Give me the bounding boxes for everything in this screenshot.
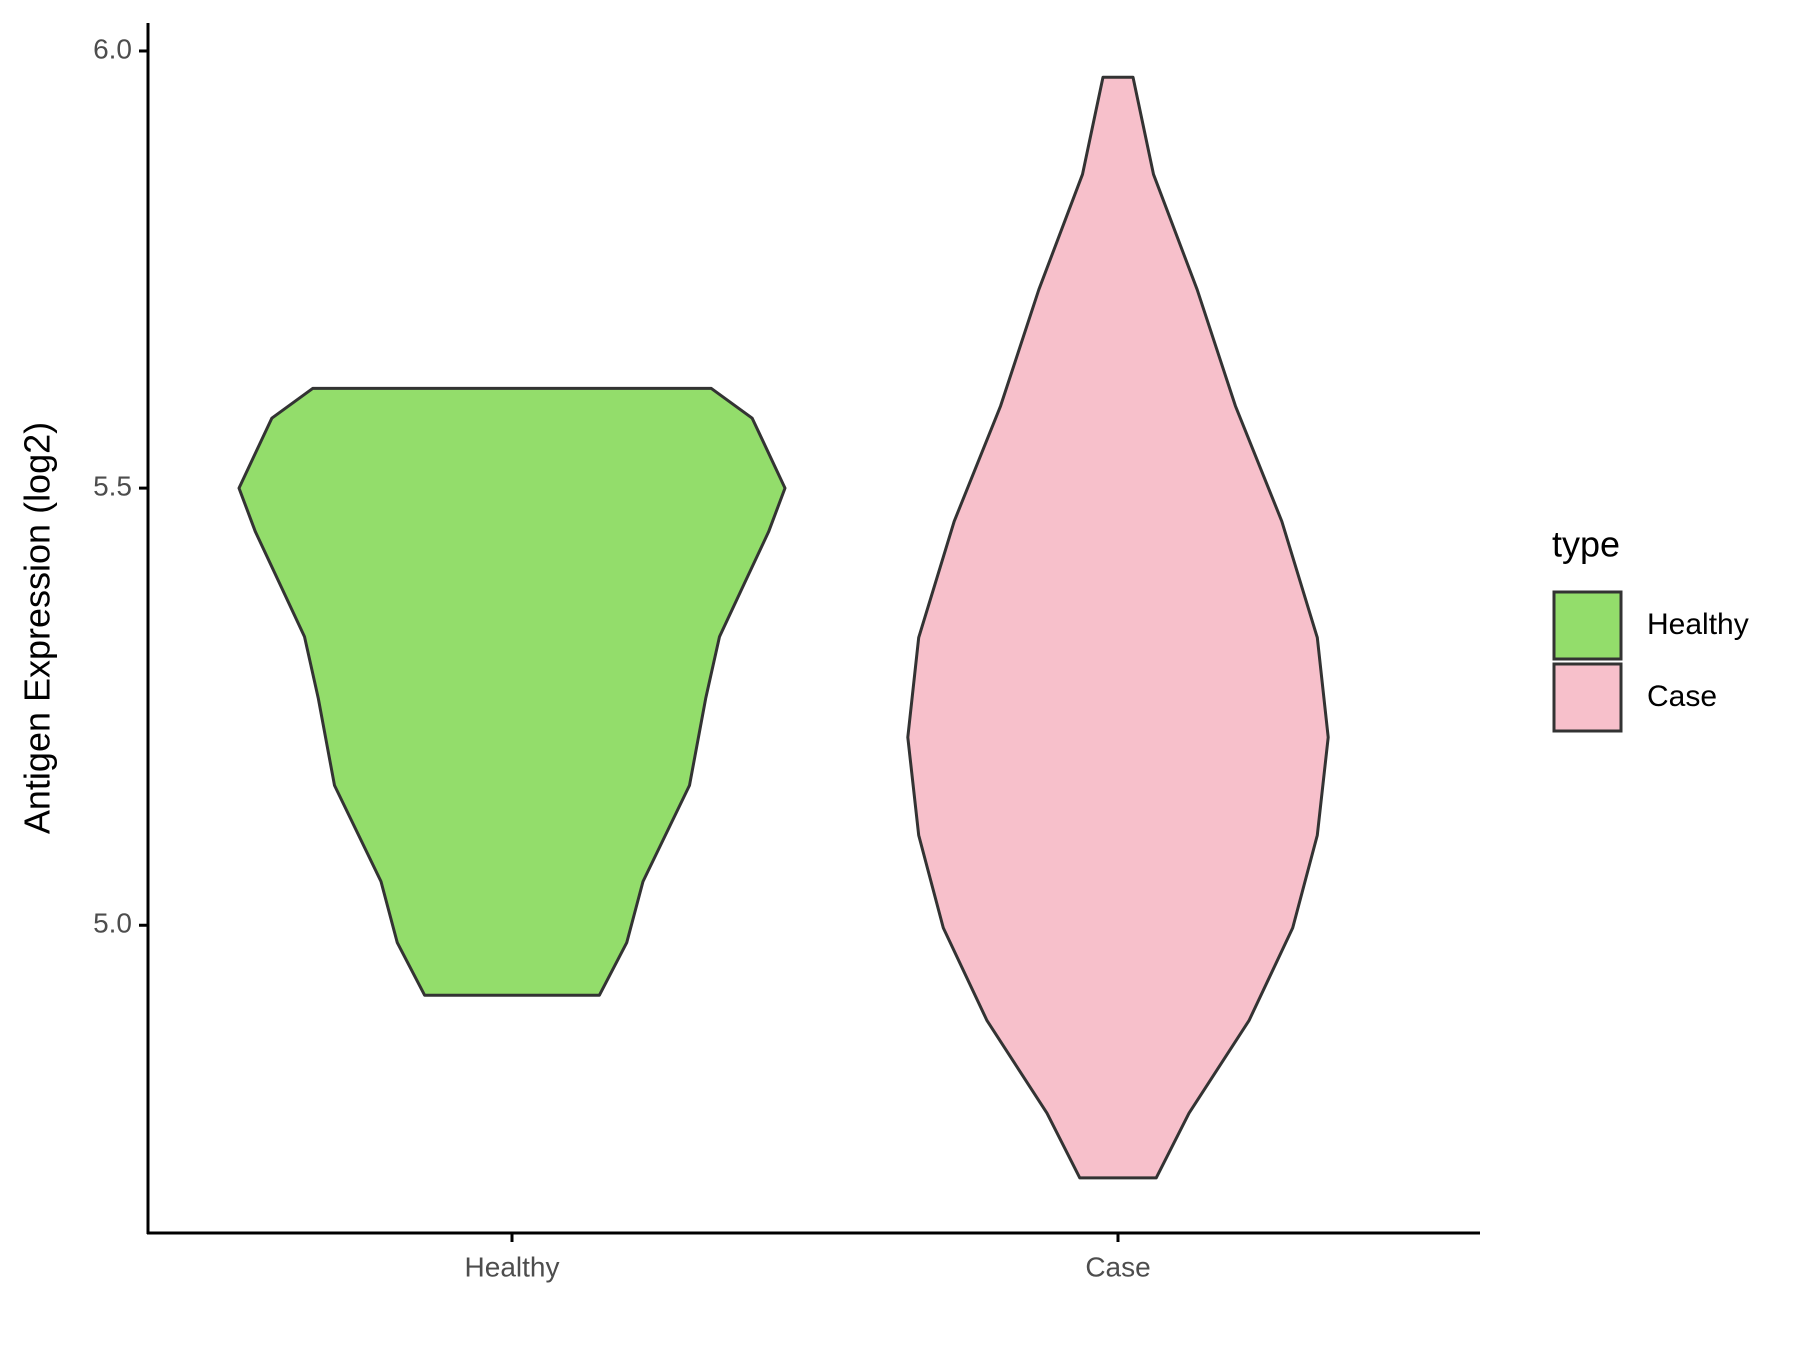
y-tick-label: 6.0 xyxy=(93,33,132,64)
legend-title: type xyxy=(1552,524,1620,565)
x-tick-label: Healthy xyxy=(465,1251,560,1282)
y-tick-label: 5.0 xyxy=(93,908,132,939)
violin xyxy=(237,386,787,997)
legend-label: Case xyxy=(1647,680,1717,713)
legend-label: Healthy xyxy=(1647,608,1749,641)
legend-key xyxy=(1552,662,1623,733)
violin xyxy=(906,75,1330,1180)
y-axis-title: Antigen Expression (log2) xyxy=(17,422,58,834)
x-tick-label: Case xyxy=(1085,1251,1150,1282)
legend-key xyxy=(1552,590,1623,661)
y-tick-label: 5.5 xyxy=(93,471,132,502)
